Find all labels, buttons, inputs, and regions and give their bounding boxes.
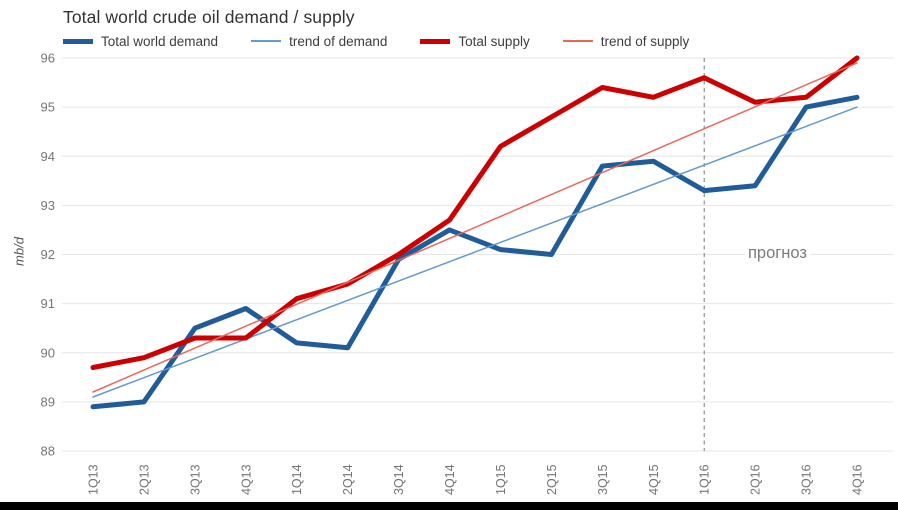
y-tick-label: 91 [41,296,55,311]
legend-line-swatch [562,40,593,42]
series-line-total-supply [90,55,860,370]
y-tick-label: 93 [41,198,55,213]
y-tick-label: 96 [41,51,55,66]
page-title: Total world crude oil demand / supply [63,7,355,27]
y-tick-label: 94 [41,149,55,164]
series-line-trend-of-demand [92,106,858,398]
forecast-annotation: прогноз [745,244,810,263]
legend: Total world demand trend of demand Total s… [63,31,689,51]
legend-item-label: Total supply [458,33,530,49]
bottom-black-bar [0,502,898,510]
y-axis-label: mb/d [11,237,27,266]
x-tick-label: 2Q15 [545,464,559,495]
legend-item: trend of supply [562,33,690,49]
x-tick-label: 3Q15 [596,464,610,495]
x-tick-label: 3Q14 [392,464,406,495]
y-tick-label: 90 [41,345,55,360]
x-tick-label: 2Q13 [137,464,151,495]
legend-line-swatch [63,38,93,44]
y-tick-label: 92 [41,247,55,262]
legend-line-swatch [420,38,451,44]
legend-line-swatch [251,40,282,42]
legend-item: trend of demand [251,34,387,49]
x-tick-label: 4Q14 [443,464,457,495]
x-tick-label: 1Q15 [494,464,508,495]
x-tick-label: 4Q15 [647,464,661,495]
x-tick-label: 3Q16 [800,464,814,495]
legend-item-label: trend of supply [600,33,690,49]
y-tick-label: 89 [41,394,55,409]
legend-item-label: Total world demand [101,33,219,49]
legend-item: Total world demand [63,34,218,49]
x-tick-label: 2Q16 [749,464,763,495]
x-tick-label: 2Q14 [341,464,355,495]
x-tick-label: 1Q13 [87,464,101,495]
x-tick-label: 3Q13 [188,464,202,495]
x-tick-label: 1Q16 [698,464,712,495]
legend-item-label: trend of demand [289,33,388,49]
x-tick-label: 4Q16 [851,464,865,495]
x-tick-label: 1Q14 [290,464,304,495]
legend-item: Total supply [420,33,530,49]
series-line-trend-of-supply [92,62,858,393]
y-tick-label: 88 [41,444,55,459]
x-tick-label: 4Q13 [239,464,253,495]
y-tick-label: 95 [41,100,55,115]
series-line-total-world-demand [90,94,860,410]
